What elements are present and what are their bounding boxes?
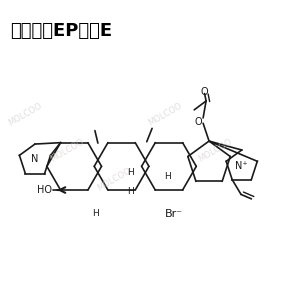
Text: O: O [201,87,208,97]
Text: 罗库溴铵EP杂质E: 罗库溴铵EP杂质E [10,22,112,40]
Text: MOLCOO: MOLCOO [7,101,44,128]
Text: O: O [195,117,203,127]
Text: HO: HO [37,185,52,195]
Text: H: H [164,172,171,181]
Text: MOLCOO: MOLCOO [96,167,133,193]
Text: N: N [31,154,39,164]
Text: H: H [127,168,134,177]
Text: N⁺: N⁺ [236,161,248,171]
Text: MOLCOO: MOLCOO [197,137,234,163]
Text: MOLCOO: MOLCOO [48,137,85,163]
Text: Br⁻: Br⁻ [165,209,183,219]
Text: H: H [127,187,134,196]
Text: H: H [92,209,98,218]
Text: MOLCOO: MOLCOO [146,101,183,128]
